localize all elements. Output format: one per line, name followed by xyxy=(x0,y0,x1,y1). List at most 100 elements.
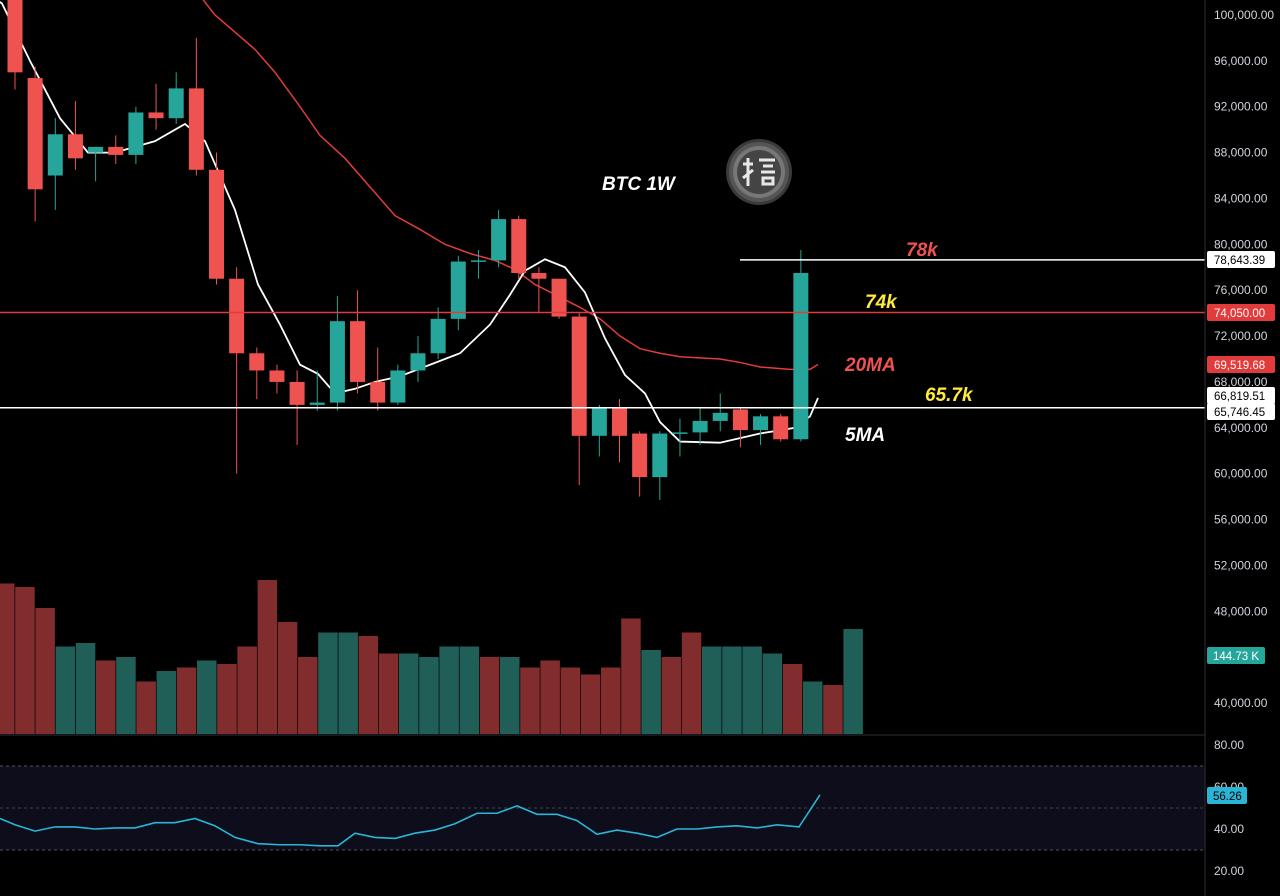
candle-body xyxy=(27,78,43,190)
candle-body xyxy=(7,0,23,73)
volume-bar xyxy=(520,667,540,734)
price-tick-label: 60,000.00 xyxy=(1214,467,1268,481)
volume-bar xyxy=(55,646,76,734)
price-tick-label: 88,000.00 xyxy=(1214,146,1268,160)
volume-bar xyxy=(136,681,156,734)
tag-ma5-text: 66,819.51 xyxy=(1214,391,1265,403)
volume-bar xyxy=(419,657,439,734)
tag-74k-text: 74,050.00 xyxy=(1214,308,1265,320)
volume-bar xyxy=(742,646,762,734)
volume-bar xyxy=(782,664,803,734)
candle-body xyxy=(410,353,426,371)
volume-bar xyxy=(75,643,96,734)
candle-body xyxy=(88,146,104,153)
candle-body xyxy=(612,407,627,436)
price-tick-label: 84,000.00 xyxy=(1214,191,1268,205)
candle-body xyxy=(571,316,587,436)
volume-bar xyxy=(15,587,35,734)
rsi-tick-label: 80.00 xyxy=(1214,738,1244,752)
candle-body xyxy=(329,321,345,403)
volume-bar xyxy=(580,674,601,734)
candle-body xyxy=(47,134,63,176)
price-tick-label: 92,000.00 xyxy=(1214,100,1268,114)
volume-bar xyxy=(439,646,459,734)
candle-body xyxy=(249,353,265,371)
volume-bar xyxy=(661,657,682,734)
price-tick-label: 72,000.00 xyxy=(1214,329,1268,343)
volume-bar xyxy=(277,622,298,734)
candle-body xyxy=(672,432,688,434)
candlestick-series xyxy=(7,0,809,501)
volume-bar xyxy=(803,681,823,734)
tag-rsi-text: 56.26 xyxy=(1213,791,1242,803)
price-tick-label: 100,000.00 xyxy=(1214,8,1274,22)
volume-bar xyxy=(823,685,843,734)
volume-bar xyxy=(702,646,722,734)
volume-bar xyxy=(116,657,136,734)
tag-ma20: 69,519.68 xyxy=(1207,356,1275,373)
volume-bar xyxy=(722,646,742,734)
volume-bar xyxy=(0,583,15,734)
volume-bar xyxy=(257,580,278,734)
ma20-line xyxy=(202,0,819,371)
candle-body xyxy=(793,273,809,440)
candle-body xyxy=(269,370,285,382)
candle-body xyxy=(108,146,124,155)
volume-bar xyxy=(479,657,500,734)
price-tick-label: 80,000.00 xyxy=(1214,237,1268,251)
candle-body xyxy=(591,407,607,436)
candle-body xyxy=(128,112,144,155)
candle-body xyxy=(511,219,527,273)
candle-body xyxy=(309,402,325,405)
candle-body xyxy=(289,381,305,405)
volume-bar xyxy=(96,660,116,734)
tag-rsi: 56.26 xyxy=(1207,787,1247,804)
volume-bar xyxy=(762,653,783,734)
rsi-line xyxy=(0,794,821,847)
tag-ma5: 66,819.51 xyxy=(1207,387,1275,404)
watermark-logo xyxy=(726,139,792,205)
price-tick-label: 96,000.00 xyxy=(1214,54,1268,68)
price-tick-label: 56,000.00 xyxy=(1214,513,1268,527)
volume-bar xyxy=(601,667,621,734)
candle-body xyxy=(148,112,164,119)
tag-65-7k: 65,746.45 xyxy=(1207,403,1275,420)
label-74k: 74k xyxy=(865,292,898,313)
rsi-tick-label: 40.00 xyxy=(1214,822,1244,836)
candle-body xyxy=(632,433,648,478)
volume-bar xyxy=(197,660,217,734)
volume-bar xyxy=(560,667,581,734)
tag-78k: 78,643.39 xyxy=(1207,251,1275,268)
tag-78k-text: 78,643.39 xyxy=(1214,255,1265,267)
candle-body xyxy=(712,412,728,421)
volume-bar xyxy=(217,664,237,734)
candle-body xyxy=(531,273,547,279)
price-tick-label: 68,000.00 xyxy=(1214,375,1268,389)
candle-body xyxy=(470,260,486,262)
candle-body xyxy=(692,420,708,433)
tag-volume-text: 144.73 K xyxy=(1213,651,1259,663)
label-20ma: 20MA xyxy=(844,355,896,376)
volume-bar xyxy=(459,646,480,734)
price-tick-label: 52,000.00 xyxy=(1214,558,1268,572)
candle-body xyxy=(491,219,507,261)
volume-histogram xyxy=(0,580,863,734)
label-5ma: 5MA xyxy=(845,425,885,446)
price-tick-label: 76,000.00 xyxy=(1214,283,1268,297)
volume-bar xyxy=(681,632,702,734)
candle-body xyxy=(753,416,769,431)
volume-bar xyxy=(540,660,560,734)
chart-title: BTC 1W xyxy=(602,174,677,195)
candle-body xyxy=(551,278,567,317)
label-78k: 78k xyxy=(906,240,939,261)
price-tick-label: 40,000.00 xyxy=(1214,696,1268,710)
candle-body xyxy=(370,381,386,403)
volume-bar xyxy=(318,632,338,734)
volume-bar xyxy=(176,667,197,734)
volume-bar xyxy=(358,636,379,734)
price-axis[interactable]: 100,000.00 96,000.00 92,000.00 88,000.00 84,… xyxy=(1214,8,1274,710)
volume-bar xyxy=(500,657,520,734)
volume-bar xyxy=(298,657,318,734)
candle-body xyxy=(229,278,245,354)
